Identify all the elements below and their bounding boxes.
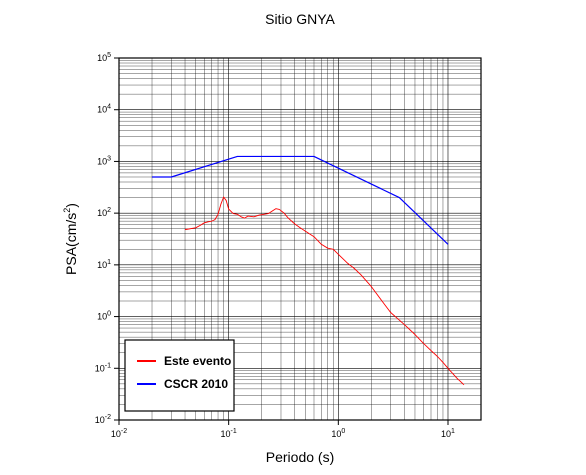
y-tick-label: 101 — [97, 259, 111, 270]
x-tick-exp: -1 — [231, 428, 237, 435]
x-tick-base: 10 — [111, 429, 121, 439]
y-tick-label: 104 — [97, 104, 111, 115]
plot-frame — [118, 57, 482, 421]
series-line-2 — [152, 155, 449, 245]
x-tick-base: 10 — [441, 429, 451, 439]
y-tick-label: 102 — [97, 207, 111, 218]
x-tick-base: 10 — [331, 429, 341, 439]
y-tick-label: 10-1 — [95, 362, 111, 373]
y-tick-base: 10 — [97, 105, 107, 115]
y-tick-label: 105 — [97, 52, 111, 63]
x-tick-exp: 1 — [451, 428, 455, 435]
y-tick-base: 10 — [95, 415, 105, 425]
x-tick-label: 101 — [441, 428, 455, 439]
y-tick-exp: 3 — [107, 155, 111, 162]
y-tick-base: 10 — [97, 53, 107, 63]
y-tick-base: 10 — [95, 363, 105, 373]
y-axis-label-sup: 2 — [62, 208, 72, 213]
legend-label-2: CSCR 2010 — [164, 377, 228, 391]
y-axis-label: PSA(cm/s2) — [62, 203, 79, 275]
y-tick-base: 10 — [97, 260, 107, 270]
x-tick-label: 100 — [331, 428, 345, 439]
chart-title: Sitio GNYA — [265, 11, 335, 27]
legend: Este evento CSCR 2010 — [124, 339, 235, 412]
y-tick-exp: -1 — [105, 362, 111, 369]
x-tick-label: 10-1 — [221, 428, 237, 439]
y-tick-exp: 2 — [107, 207, 111, 214]
y-tick-base: 10 — [97, 312, 107, 322]
y-tick-exp: 1 — [107, 259, 111, 266]
y-tick-exp: 0 — [107, 311, 111, 318]
series-line-1 — [184, 196, 465, 386]
x-axis-label: Periodo (s) — [266, 449, 334, 465]
x-tick-base: 10 — [221, 429, 231, 439]
y-tick-exp: 4 — [107, 104, 111, 111]
legend-box — [124, 339, 235, 412]
y-tick-exp: -2 — [105, 414, 111, 421]
x-tick-exp: 0 — [341, 428, 345, 435]
grid — [118, 58, 482, 421]
y-tick-label: 100 — [97, 311, 111, 322]
x-tick-exp: -2 — [121, 428, 127, 435]
y-tick-label: 10-2 — [95, 414, 111, 425]
x-tick-label: 10-2 — [111, 428, 127, 439]
series-layer — [152, 155, 465, 386]
y-axis-label-end: ) — [63, 203, 79, 208]
y-tick-exp: 5 — [107, 52, 111, 59]
y-tick-base: 10 — [97, 208, 107, 218]
y-tick-label: 103 — [97, 155, 111, 166]
legend-label-1: Este evento — [164, 354, 231, 368]
y-axis-label-main: PSA(cm/s — [63, 213, 79, 275]
y-tick-base: 10 — [97, 156, 107, 166]
